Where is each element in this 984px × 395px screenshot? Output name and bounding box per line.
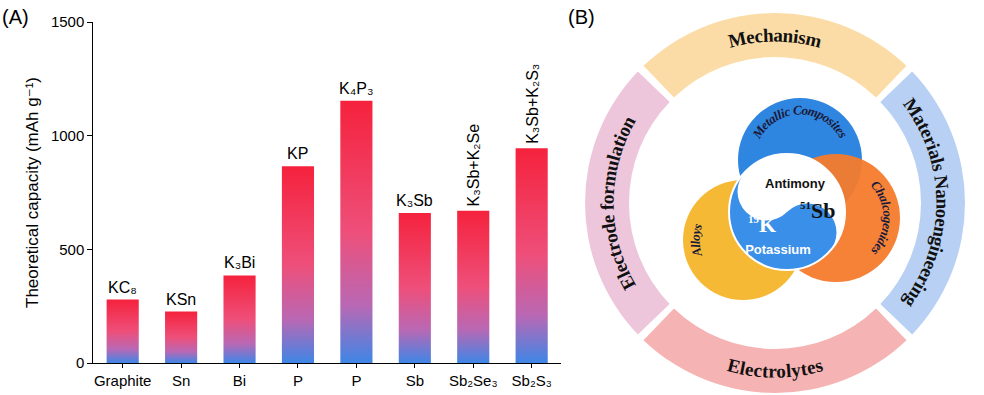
svg-text:Mechanism: Mechanism: [726, 25, 824, 52]
svg-text:K₃Bi: K₃Bi: [224, 254, 255, 271]
svg-text:P: P: [293, 372, 303, 389]
svg-text:Sb: Sb: [406, 372, 424, 389]
svg-text:19K: 19K: [748, 212, 776, 237]
svg-text:P: P: [351, 372, 361, 389]
svg-text:1500: 1500: [51, 13, 84, 30]
svg-text:500: 500: [59, 241, 84, 258]
svg-text:1000: 1000: [51, 127, 84, 144]
svg-text:(B): (B): [568, 6, 595, 28]
svg-text:(A): (A): [2, 6, 29, 28]
svg-text:51Sb: 51Sb: [800, 198, 835, 223]
svg-text:Electrode formulation: Electrode formulation: [597, 112, 640, 294]
svg-text:Bi: Bi: [233, 372, 246, 389]
svg-text:K₃Sb+K₂S₃: K₃Sb+K₂S₃: [524, 64, 541, 144]
svg-text:K₄P₃: K₄P₃: [339, 80, 373, 97]
svg-text:Antimony: Antimony: [765, 176, 826, 191]
svg-text:Sn: Sn: [172, 372, 190, 389]
svg-text:Alloys: Alloys: [687, 222, 705, 260]
svg-text:K₃Sb: K₃Sb: [396, 192, 433, 209]
svg-text:Electrolytes: Electrolytes: [725, 354, 825, 381]
svg-text:0: 0: [76, 354, 84, 371]
svg-text:Theoretical capacity (mAh g⁻¹): Theoretical capacity (mAh g⁻¹): [23, 77, 42, 308]
svg-text:Sb₂S₃: Sb₂S₃: [512, 372, 552, 389]
svg-text:Materials Nanoengineering: Materials Nanoengineering: [899, 94, 953, 312]
svg-text:KC₈: KC₈: [108, 279, 137, 296]
svg-text:Graphite: Graphite: [94, 372, 152, 389]
svg-text:KSn: KSn: [166, 291, 196, 308]
svg-text:KP: KP: [287, 145, 308, 162]
svg-text:K₃Sb+K₂Se: K₃Sb+K₂Se: [465, 124, 482, 207]
svg-text:Potassium: Potassium: [745, 242, 811, 257]
svg-text:Sb₂Se₃: Sb₂Se₃: [449, 372, 498, 389]
svg-text:Metallic Composites: Metallic Composites: [749, 102, 851, 141]
svg-text:Chalcogenides: Chalcogenides: [868, 177, 896, 258]
